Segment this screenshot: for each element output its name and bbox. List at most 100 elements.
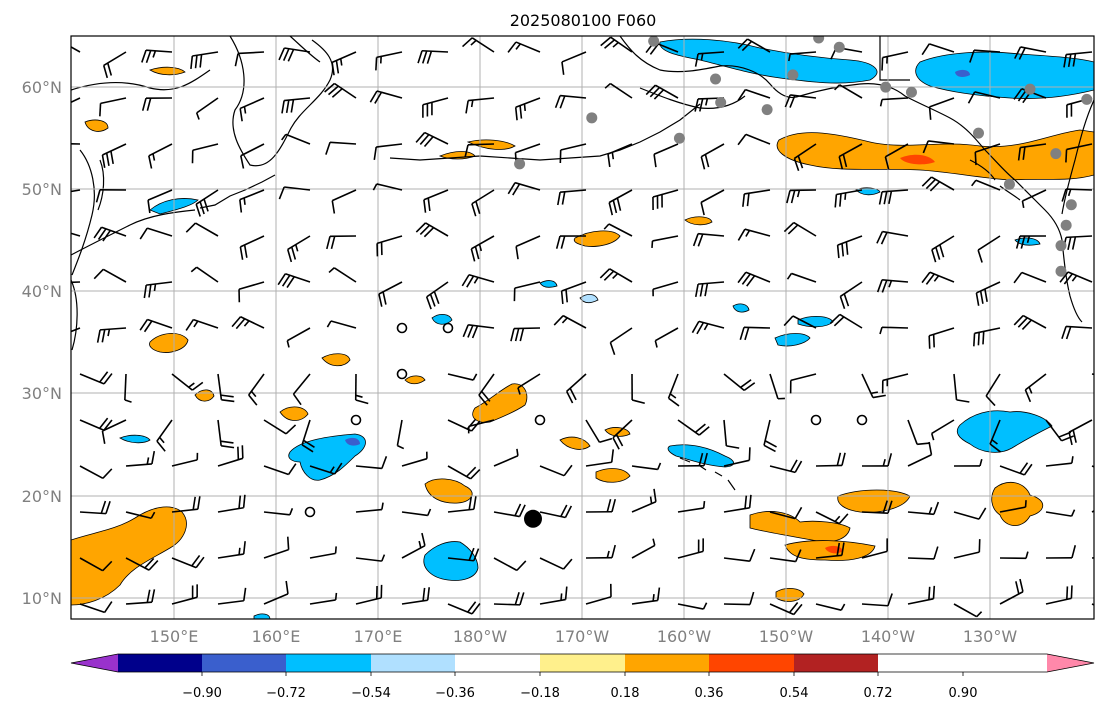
wind-barb — [195, 189, 219, 217]
lon-label: 150°W — [759, 627, 814, 646]
wind-barb — [171, 496, 201, 513]
wind-barb — [99, 97, 127, 117]
lon-label: 180°W — [453, 627, 508, 646]
wind-barb — [369, 90, 403, 104]
colorbar-labels: −0.90 −0.72 −0.54 −0.36 −0.18 0.18 0.36 … — [182, 686, 977, 701]
wind-barb — [79, 371, 113, 385]
wind-barb — [96, 327, 127, 343]
wind-barb — [124, 373, 132, 403]
wind-barb — [71, 45, 81, 53]
station-marker — [514, 158, 526, 170]
wind-barb — [281, 97, 311, 114]
station-marker-layer — [514, 36, 1093, 528]
positive-area — [71, 506, 187, 606]
colorbar-tick-label: 0.90 — [949, 686, 978, 701]
wind-barb-calm — [442, 322, 454, 334]
wind-barb — [677, 602, 708, 610]
wind-barb — [585, 583, 612, 605]
wind-barb — [677, 419, 710, 436]
coastline — [71, 69, 211, 91]
colorbar-segment — [202, 654, 286, 672]
wind-barb — [907, 441, 933, 467]
wind-barb — [999, 462, 1033, 476]
station-marker — [1055, 265, 1067, 277]
positive-area-core — [900, 154, 935, 165]
wind-barb — [723, 373, 756, 392]
wind-barb — [461, 37, 495, 53]
wind-barb — [977, 235, 1001, 263]
colorbar-extend-low — [71, 654, 118, 672]
colorbar-tick-label: −0.90 — [182, 686, 222, 701]
wind-barb — [328, 267, 357, 283]
wind-barb — [565, 373, 587, 404]
wind-barb — [973, 327, 1001, 347]
colorbar-tick-label: −0.72 — [266, 686, 306, 701]
wind-barb — [277, 273, 311, 289]
wind-barb — [931, 235, 955, 263]
coastline — [199, 174, 276, 209]
wind-barb — [815, 511, 849, 525]
map-frame — [70, 35, 1095, 620]
wind-barb — [71, 281, 81, 284]
wind-barb — [861, 538, 888, 559]
lat-label: 40°N — [22, 282, 62, 301]
wind-barb — [239, 97, 265, 122]
wind-barb — [784, 94, 817, 108]
station-marker — [1060, 219, 1072, 231]
positive-area — [684, 216, 713, 226]
wind-barb — [694, 51, 725, 67]
lat-label: 50°N — [22, 180, 62, 199]
wind-barb — [585, 544, 616, 559]
wind-barb — [195, 97, 219, 120]
wind-barb — [217, 494, 246, 513]
wind-barb — [461, 273, 495, 288]
colorbar-tick-label: −0.54 — [351, 686, 391, 701]
wind-barb — [217, 587, 247, 605]
negative-area-core — [955, 69, 970, 77]
wind-barb — [278, 47, 311, 62]
wind-barb — [415, 222, 449, 238]
positive-area — [279, 406, 309, 421]
lon-label: 130°W — [963, 627, 1018, 646]
colorbar-tick-label: −0.18 — [520, 686, 560, 701]
wind-barb — [769, 506, 803, 520]
wind-barb — [585, 419, 613, 444]
wind-barb — [691, 320, 725, 335]
wind-barb — [559, 143, 587, 164]
wind-barb — [609, 327, 633, 356]
positive-area — [749, 511, 851, 543]
colorbar-tick-label: 0.54 — [780, 686, 809, 701]
wind-barb — [737, 133, 771, 146]
negative-area — [119, 434, 151, 444]
wind-barb — [185, 318, 219, 331]
wind-barb — [1068, 419, 1093, 446]
coastline — [229, 36, 334, 167]
wind-barb — [101, 143, 127, 168]
wind-barb — [248, 373, 265, 406]
wind-barb — [975, 281, 1001, 306]
lon-label: 170°E — [354, 627, 403, 646]
wind-barb-calm — [810, 414, 822, 426]
latitude-labels: 60°N 50°N 40°N 30°N 20°N 10°N — [22, 78, 62, 608]
wind-barb — [677, 452, 708, 467]
wind-barb — [554, 94, 587, 109]
coastline — [97, 159, 105, 211]
wind-barb — [694, 281, 725, 298]
colorbar-tick-label: 0.18 — [611, 686, 640, 701]
wind-barb — [71, 232, 81, 237]
wind-barb — [723, 591, 755, 606]
wind-barb — [1045, 585, 1073, 605]
coastline — [289, 36, 321, 63]
station-marker — [648, 36, 660, 47]
wind-barb — [974, 143, 1001, 166]
wind-barb — [677, 538, 704, 559]
wind-barb — [876, 230, 909, 245]
wind-barb — [723, 447, 751, 467]
wind-barb — [507, 41, 541, 53]
wind-barb — [723, 494, 752, 513]
wind-barb-calm — [396, 322, 408, 334]
wind-barb — [139, 318, 173, 333]
wind-barb — [462, 324, 495, 339]
lat-label: 30°N — [22, 384, 62, 403]
wind-barb — [555, 235, 587, 249]
